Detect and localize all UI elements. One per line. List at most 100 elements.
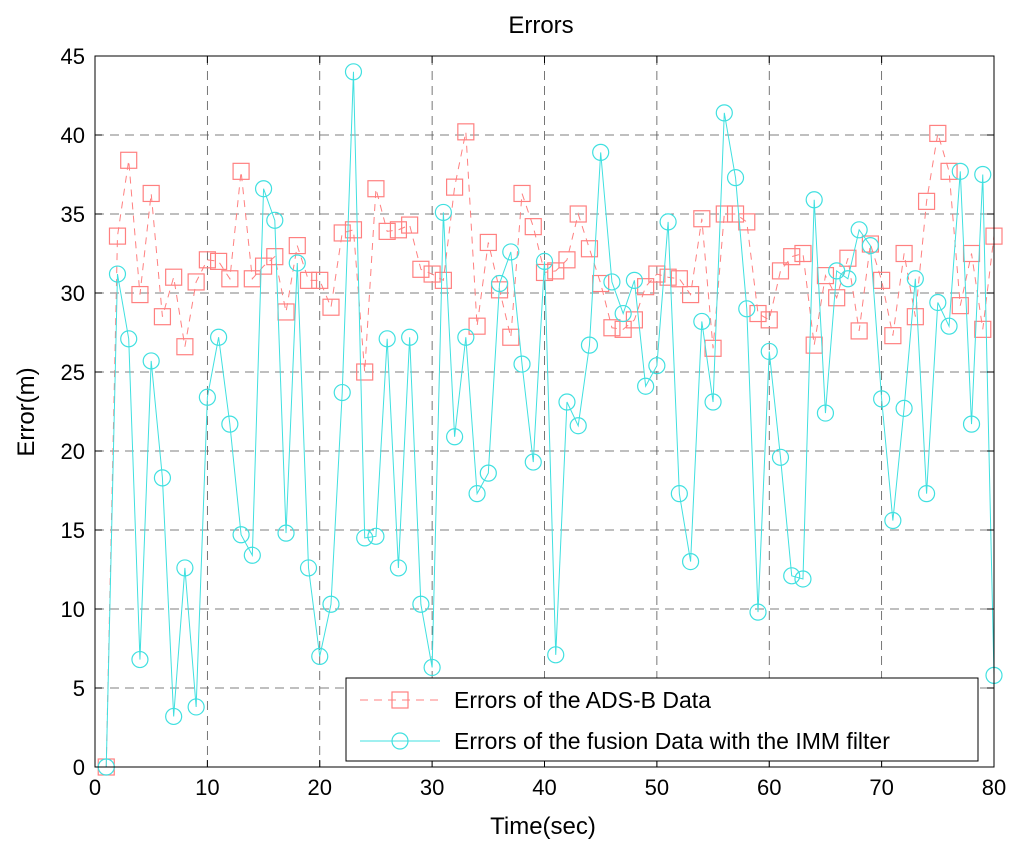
data-point-circle: [142, 352, 160, 370]
data-point-square: [198, 251, 216, 269]
y-tick-label: 5: [73, 676, 85, 701]
legend-marker-fusion: [391, 732, 409, 750]
data-point-square: [580, 240, 599, 258]
data-point-square: [738, 213, 756, 231]
legend-entry-fusion: Errors of the fusion Data with the IMM f…: [360, 728, 890, 754]
data-point-square: [412, 260, 430, 278]
data-point-square: [749, 304, 767, 323]
data-point-square: [558, 251, 576, 269]
data-point-circle: [637, 377, 655, 395]
data-point-circle: [693, 312, 711, 331]
x-tick-label: 0: [89, 775, 101, 800]
data-point-square: [917, 192, 936, 210]
y-tick-label: 45: [61, 44, 85, 69]
x-tick-label: 10: [195, 775, 219, 800]
data-point-circle: [367, 527, 385, 545]
data-point-circle: [221, 415, 239, 433]
data-point-circle: [356, 529, 374, 547]
data-point-square: [906, 308, 924, 326]
y-tick-label: 20: [61, 439, 85, 464]
legend: Errors of the ADS-B Data Errors of the f…: [345, 677, 979, 762]
y-tick-label: 35: [61, 202, 85, 227]
data-point-square: [378, 222, 396, 240]
y-tick-label: 30: [61, 281, 85, 306]
data-point-circle: [861, 237, 879, 255]
data-point-circle: [165, 707, 183, 726]
data-point-circle: [120, 330, 138, 348]
data-point-square: [187, 273, 205, 291]
data-point-circle: [108, 265, 127, 283]
data-point-circle: [681, 552, 700, 571]
data-point-circle: [648, 357, 666, 375]
data-point-square: [670, 270, 688, 288]
axis-ticks: 0 10 20 30 40 50 60 70 80 0 5 10 15 20 25 30 35 40 45: [61, 44, 1007, 800]
data-point-circle: [951, 162, 969, 180]
x-tick-label: 20: [308, 775, 332, 800]
legend-box: [345, 677, 979, 762]
series-adsb: [97, 123, 1003, 776]
y-tick-label: 0: [73, 755, 85, 780]
data-point-circle: [805, 191, 823, 209]
data-point-circle: [434, 203, 452, 222]
data-point-circle: [906, 270, 924, 288]
data-point-circle: [490, 274, 509, 293]
x-tick-label: 70: [869, 775, 893, 800]
data-point-circle: [535, 252, 554, 270]
data-point-circle: [974, 165, 992, 184]
data-point-square: [884, 327, 902, 345]
data-point-square: [288, 237, 306, 255]
data-point-square: [760, 311, 778, 329]
data-point-square: [210, 252, 228, 270]
data-point-circle: [547, 646, 565, 664]
data-point-square: [659, 268, 677, 286]
data-point-square: [120, 151, 138, 169]
data-point-circle: [513, 355, 531, 373]
x-tick-label: 50: [645, 775, 669, 800]
data-point-circle: [412, 595, 430, 613]
data-point-square: [401, 216, 419, 234]
data-point-circle: [783, 567, 801, 585]
data-point-circle: [198, 388, 216, 406]
data-point-circle: [457, 328, 475, 346]
data-point-circle: [266, 211, 284, 229]
data-point-square: [794, 244, 812, 263]
data-point-square: [232, 162, 250, 180]
data-point-square: [569, 205, 587, 223]
data-point-square: [513, 184, 531, 203]
data-point-square: [423, 265, 441, 283]
y-tick-label: 25: [61, 360, 85, 385]
data-point-circle: [839, 270, 857, 288]
data-point-square: [625, 311, 644, 329]
data-point-square: [434, 271, 452, 289]
data-point-circle: [895, 399, 913, 417]
series-layer: [97, 63, 1003, 776]
data-point-square: [389, 221, 408, 239]
data-point-square: [502, 328, 520, 346]
data-point-square: [771, 262, 790, 280]
data-point-circle: [917, 485, 936, 503]
data-point-circle: [614, 304, 632, 323]
legend-label-fusion: Errors of the fusion Data with the IMM f…: [454, 728, 890, 754]
plot-area: 0 10 20 30 40 50 60 70 80 0 5 10 15 20 25 30 35 40 45: [61, 44, 1007, 800]
data-point-square: [333, 224, 351, 242]
data-point-square: [715, 205, 733, 223]
data-point-circle: [479, 464, 497, 482]
data-point-circle: [423, 658, 441, 677]
data-point-square: [547, 262, 565, 280]
data-point-square: [254, 257, 273, 275]
data-point-circle: [816, 404, 835, 422]
data-point-circle: [580, 336, 599, 354]
data-point-square: [974, 320, 992, 338]
data-point-square: [524, 218, 542, 236]
data-point-circle: [322, 595, 340, 613]
data-point-square: [940, 162, 958, 180]
data-point-square: [131, 285, 149, 304]
data-point-square: [490, 281, 509, 299]
y-tick-label: 40: [61, 123, 85, 148]
data-point-square: [873, 271, 891, 289]
data-point-circle: [569, 417, 587, 435]
data-point-square: [828, 289, 846, 307]
data-point-square: [446, 178, 464, 196]
data-point-square: [704, 339, 722, 357]
